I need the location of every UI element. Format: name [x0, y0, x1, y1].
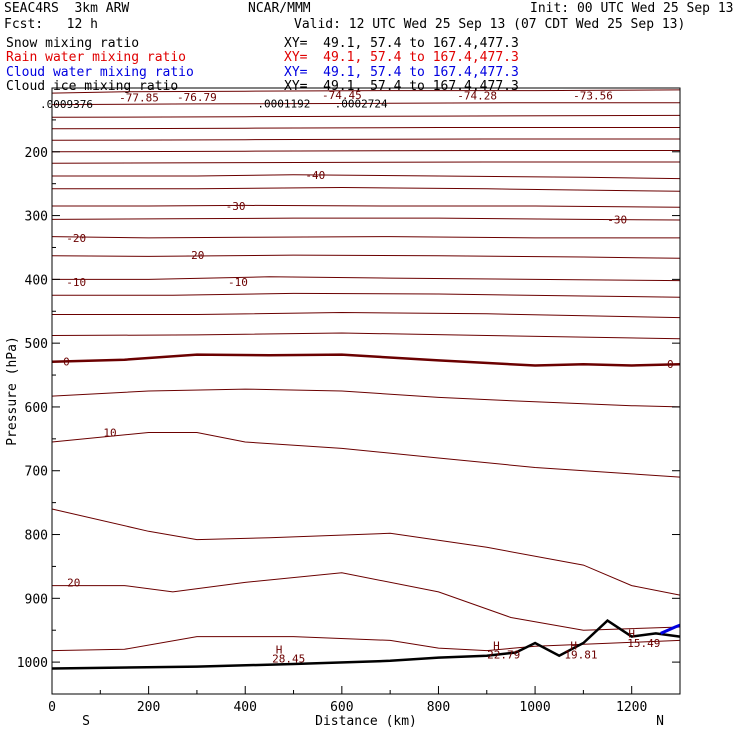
x-tick-label-2: 400 — [233, 700, 256, 715]
contour-line-3 — [51, 127, 680, 130]
contour-label-23: 0 — [63, 356, 70, 369]
contour-line-6 — [51, 161, 680, 164]
y-tick-label-8: 1000 — [17, 656, 48, 671]
x-axis-title: Distance (km) — [315, 714, 417, 729]
contour-label-17: -30 — [226, 200, 246, 213]
contour-line-7 — [52, 174, 681, 180]
legend-rain-xy: XY= 49.1, 57.4 to 167.4,477.3 — [284, 50, 519, 65]
y-tick-label-3: 500 — [25, 337, 48, 352]
contour-label-10: H — [493, 640, 500, 653]
contour-line-11 — [51, 236, 680, 239]
legend-rain-label: Rain water mixing ratio — [6, 50, 187, 65]
init-time: Init: 00 UTC Wed 25 Sep 13 — [530, 1, 734, 16]
x-axis-north-label: N — [656, 714, 664, 729]
contour-line-15 — [52, 311, 681, 319]
contour-line-14 — [52, 292, 681, 298]
legend-cloud-water-label: Cloud water mixing ratio — [6, 65, 194, 80]
contour-label-25: 10 — [103, 426, 116, 439]
contour-line-21 — [52, 572, 681, 631]
legend-cloud-ice-xy: XY= 49.1, 57.4 to 167.4,477.3 — [284, 79, 519, 94]
contour-line-2 — [51, 114, 681, 118]
x-axis-south-label: S — [82, 714, 90, 729]
contour-line-4 — [51, 138, 680, 141]
contour-label-19: -20 — [66, 232, 86, 245]
y-tick-label-5: 700 — [25, 465, 48, 480]
contour-line-16 — [51, 332, 681, 340]
contour-line-5 — [51, 150, 680, 153]
legend-cloud-ice-label: Cloud ice mixing ratio — [6, 79, 179, 94]
contour-label-0: -77.85 — [119, 92, 159, 105]
contour-line-19 — [51, 432, 681, 478]
contour-label-26: 20 — [67, 576, 80, 589]
contour-label-22: -10 — [228, 276, 248, 289]
contour-label-18: -30 — [607, 213, 627, 226]
forecast-hour: Fcst: 12 h — [4, 17, 98, 32]
contour-line-10 — [51, 217, 681, 221]
x-tick-label-6: 1200 — [616, 700, 647, 715]
x-tick-label-1: 200 — [137, 700, 160, 715]
contour-line-17 — [51, 353, 681, 367]
legend-cloud-water-xy: XY= 49.1, 57.4 to 167.4,477.3 — [284, 65, 519, 80]
x-tick-label-0: 0 — [48, 700, 56, 715]
contour-label-12: H — [570, 640, 577, 653]
x-tick-label-3: 600 — [330, 700, 353, 715]
contour-label-14: H — [628, 627, 635, 640]
contour-label-9: 28.45 — [272, 652, 305, 665]
y-tick-label-7: 900 — [25, 592, 48, 607]
contour-line-13 — [52, 276, 681, 282]
contour-label-11: 22.79 — [487, 648, 520, 661]
legend-snow-label: Snow mixing ratio — [6, 36, 140, 51]
y-axis-title: Pressure (hPa) — [5, 336, 20, 446]
valid-time: Valid: 12 UTC Wed 25 Sep 13 (07 CDT Wed … — [294, 17, 686, 32]
contour-label-5: .0009376 — [40, 98, 93, 111]
contour-label-15: 15.49 — [627, 637, 660, 650]
x-tick-label-4: 800 — [427, 700, 450, 715]
contour-label-2: -74.28 — [457, 90, 497, 103]
contour-label-8: H — [276, 643, 283, 656]
contour-label-13: 19.81 — [564, 648, 597, 661]
contour-label-7: .0002724 — [335, 97, 388, 110]
contour-line-12 — [51, 254, 681, 259]
contour-line-9 — [52, 204, 681, 208]
contour-label-4: -74.45 — [322, 89, 362, 102]
org-label: NCAR/MMM — [248, 1, 311, 16]
contour-line-1 — [51, 102, 680, 106]
contour-line-18 — [51, 388, 681, 408]
y-tick-label-1: 300 — [25, 210, 48, 225]
contour-label-24: 0 — [667, 358, 674, 371]
contour-label-16: -40 — [305, 169, 325, 182]
terrain-line — [51, 619, 681, 670]
y-tick-label-0: 200 — [25, 146, 48, 161]
legend-snow-xy: XY= 49.1, 57.4 to 167.4,477.3 — [284, 36, 519, 51]
contour-label-3: -73.56 — [573, 90, 613, 103]
contour-line-8 — [52, 186, 681, 192]
y-tick-label-2: 400 — [25, 273, 48, 288]
contour-line-22 — [51, 636, 681, 652]
contour-label-21: -10 — [66, 276, 86, 289]
contour-line-20 — [51, 508, 681, 596]
cloud-water-contour — [660, 623, 681, 635]
x-tick-label-5: 1000 — [519, 700, 550, 715]
y-tick-label-6: 800 — [25, 529, 48, 544]
contour-label-20: -20 — [185, 249, 205, 262]
contour-label-6: .0001192 — [257, 97, 310, 110]
y-tick-label-4: 600 — [25, 401, 48, 416]
contour-line-0 — [51, 89, 681, 94]
contour-label-1: -76.79 — [177, 91, 217, 104]
plot-frame — [51, 87, 681, 695]
model-title: SEAC4RS 3km ARW — [4, 1, 130, 16]
